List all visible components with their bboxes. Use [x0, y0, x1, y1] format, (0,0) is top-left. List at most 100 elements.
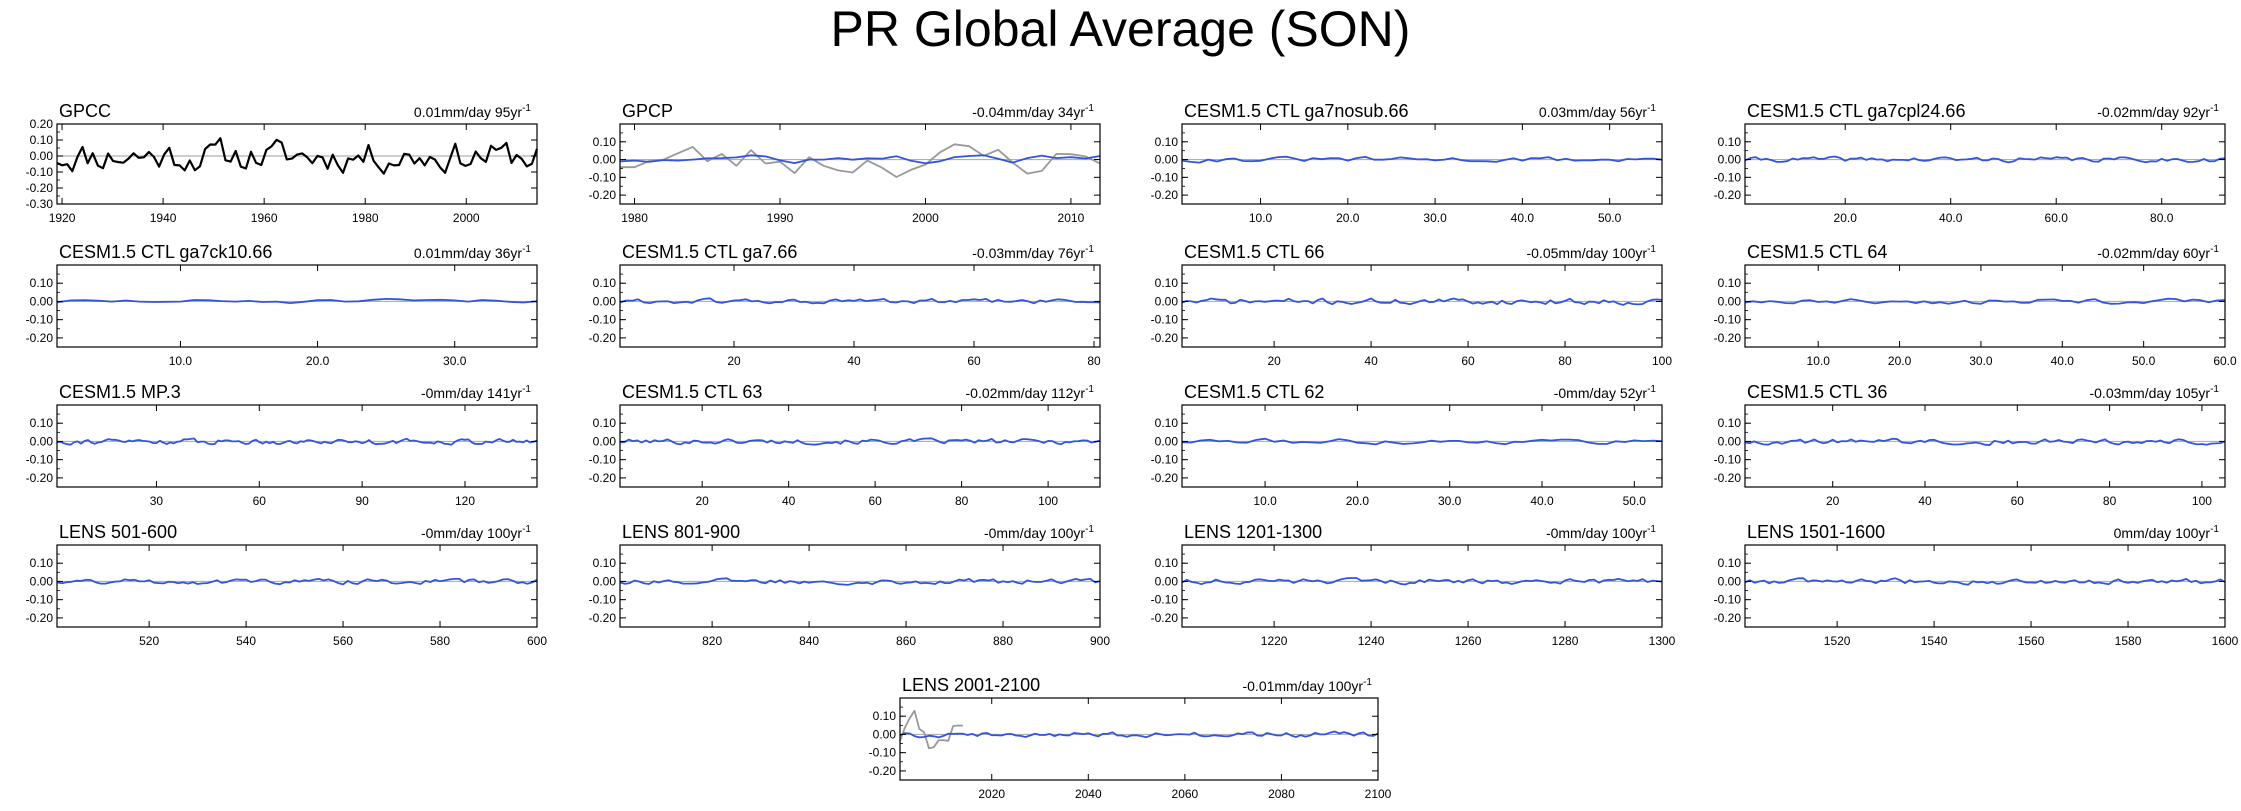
trend-exponent: -1: [1085, 384, 1094, 395]
trend-value: 0.01mm/day 95yr: [414, 104, 522, 120]
panel-title: LENS 1201-1300: [1184, 522, 1322, 542]
y-tick-label: -0.20: [1151, 471, 1179, 485]
panel-10: 0.10 0.00 -0.10 -0.20 20 40 60 80 100 CESM1.5 CTL…: [589, 382, 1101, 508]
x-tick-label: 540: [236, 634, 256, 648]
x-tick-label: 2000: [453, 211, 480, 225]
panel-trend: -0mm/day 100yr-1: [984, 524, 1094, 541]
x-tick-label: 2080: [1268, 787, 1295, 801]
y-tick-label: -0.20: [26, 611, 54, 625]
x-tick-label: 20.0: [1834, 211, 1858, 225]
x-tick-label: 30.0: [1423, 211, 1447, 225]
panel-2: 0.10 0.00 -0.10 -0.20 1980 1990 2000 2010 GPCP -0…: [589, 101, 1101, 225]
x-tick-label: 40.0: [1939, 211, 1963, 225]
x-tick-label: 80: [1558, 354, 1572, 368]
y-tick-label: 0.10: [30, 276, 54, 290]
panel-17: 0.10 0.00 -0.10 -0.20 2020 2040 2060 2080 2100 LE…: [869, 675, 1392, 801]
x-tick-label: 880: [993, 634, 1013, 648]
series-line-1: [619, 297, 1101, 305]
y-tick-label: -0.20: [26, 331, 54, 345]
panel-14: 0.10 0.00 -0.10 -0.20 820 840 860 880 900 LENS 80…: [589, 522, 1111, 648]
x-tick-label: 60: [967, 354, 981, 368]
panel-9: 0.10 0.00 -0.10 -0.20 30 60 90 120 CESM1.5 MP.3 -…: [26, 382, 538, 508]
panel-3: 0.10 0.00 -0.10 -0.20 10.0 20.0 30.0 40.0 50.0 CE…: [1151, 101, 1663, 225]
y-tick-label: 0.10: [1155, 416, 1179, 430]
x-tick-label: 20: [695, 494, 709, 508]
x-tick-label: 40.0: [2051, 354, 2075, 368]
panel-title: CESM1.5 CTL 66: [1184, 242, 1324, 262]
trend-value: -0.01mm/day 100yr: [1242, 678, 1363, 694]
x-tick-label: 1920: [49, 211, 76, 225]
trend-value: -0.02mm/day 112yr: [966, 385, 1086, 401]
x-tick-label: 2040: [1075, 787, 1102, 801]
x-tick-label: 860: [896, 634, 916, 648]
plot-frame: [619, 123, 1101, 205]
x-tick-label: 10.0: [1253, 494, 1277, 508]
trend-exponent: -1: [1085, 524, 1094, 535]
y-tick-label: -0.20: [589, 611, 617, 625]
plot-frame: [1181, 123, 1663, 205]
y-tick-label: -0.10: [26, 165, 54, 179]
x-tick-label: 1240: [1358, 634, 1385, 648]
series-line-1: [1181, 155, 1663, 164]
panel-title: GPCC: [59, 101, 111, 121]
x-tick-label: 2060: [1172, 787, 1199, 801]
series-line-1: [620, 143, 1101, 178]
x-tick-label: 2100: [1365, 787, 1392, 801]
panel-title: CESM1.5 CTL ga7ck10.66: [59, 242, 272, 262]
plot-frame: [619, 544, 1101, 628]
trend-exponent: -1: [522, 384, 531, 395]
series-line-1: [1181, 437, 1663, 446]
figure-title: PR Global Average (SON): [830, 1, 1411, 57]
y-tick-label: 0.00: [1155, 153, 1179, 167]
plot-frame: [1744, 123, 2226, 205]
x-tick-label: 20.0: [1888, 354, 1912, 368]
panel-trend: -0.02mm/day 112yr-1: [966, 384, 1095, 401]
panel-5: 0.10 0.00 -0.10 -0.20 10.0 20.0 30.0 CESM1.5 CT…: [26, 242, 538, 368]
y-tick-label: 0.20: [30, 117, 54, 131]
x-tick-label: 30.0: [1969, 354, 1993, 368]
y-tick-label: -0.10: [1714, 453, 1742, 467]
y-tick-label: 0.10: [1155, 276, 1179, 290]
x-tick-label: 40: [1918, 494, 1932, 508]
x-tick-label: 1960: [251, 211, 278, 225]
panel-title: LENS 801-900: [622, 522, 740, 542]
y-tick-label: 0.10: [1718, 135, 1742, 149]
trend-exponent: -1: [1085, 244, 1094, 255]
plot-frame: [1744, 404, 2226, 488]
x-tick-label: 80: [1087, 354, 1101, 368]
x-tick-label: 840: [799, 634, 819, 648]
series-line-1: [56, 137, 539, 175]
x-tick-label: 1980: [352, 211, 379, 225]
y-tick-label: -0.10: [589, 313, 617, 327]
y-tick-label: 0.00: [1155, 294, 1179, 308]
plot-frame: [56, 264, 538, 348]
trend-value: -0mm/day 141yr: [421, 385, 522, 401]
plot-frame: [1744, 264, 2226, 348]
panel-title: CESM1.5 CTL 62: [1184, 382, 1324, 402]
y-tick-label: 0.10: [1155, 556, 1179, 570]
y-tick-label: 0.00: [30, 149, 54, 163]
x-tick-label: 520: [139, 634, 159, 648]
x-tick-label: 60: [2011, 494, 2025, 508]
y-tick-label: -0.20: [26, 471, 54, 485]
trend-exponent: -1: [1647, 103, 1656, 114]
trend-exponent: -1: [522, 524, 531, 535]
panel-16: 0.10 0.00 -0.10 -0.20 1520 1540 1560 1580 1600 LE…: [1714, 522, 2239, 648]
y-tick-label: -0.20: [1714, 331, 1742, 345]
trend-value: -0.04mm/day 34yr: [972, 104, 1085, 120]
x-tick-label: 2000: [912, 211, 939, 225]
panel-11: 0.10 0.00 -0.10 -0.20 10.0 20.0 30.0 40.0 50.0 CE…: [1151, 382, 1663, 508]
y-tick-label: -0.10: [589, 593, 617, 607]
x-tick-label: 1260: [1455, 634, 1482, 648]
y-tick-label: 0.00: [1718, 574, 1742, 588]
trend-exponent: -1: [1085, 103, 1094, 114]
trend-exponent: -1: [2210, 524, 2219, 535]
x-tick-label: 120: [455, 494, 475, 508]
plot-frame: [899, 697, 1379, 781]
y-tick-label: 0.00: [30, 294, 54, 308]
panel-trend: -0.02mm/day 92yr-1: [2097, 103, 2219, 120]
y-tick-label: -0.10: [589, 170, 617, 184]
panel-trend: 0.03mm/day 56yr-1: [1539, 103, 1657, 120]
y-tick-label: -0.10: [26, 453, 54, 467]
